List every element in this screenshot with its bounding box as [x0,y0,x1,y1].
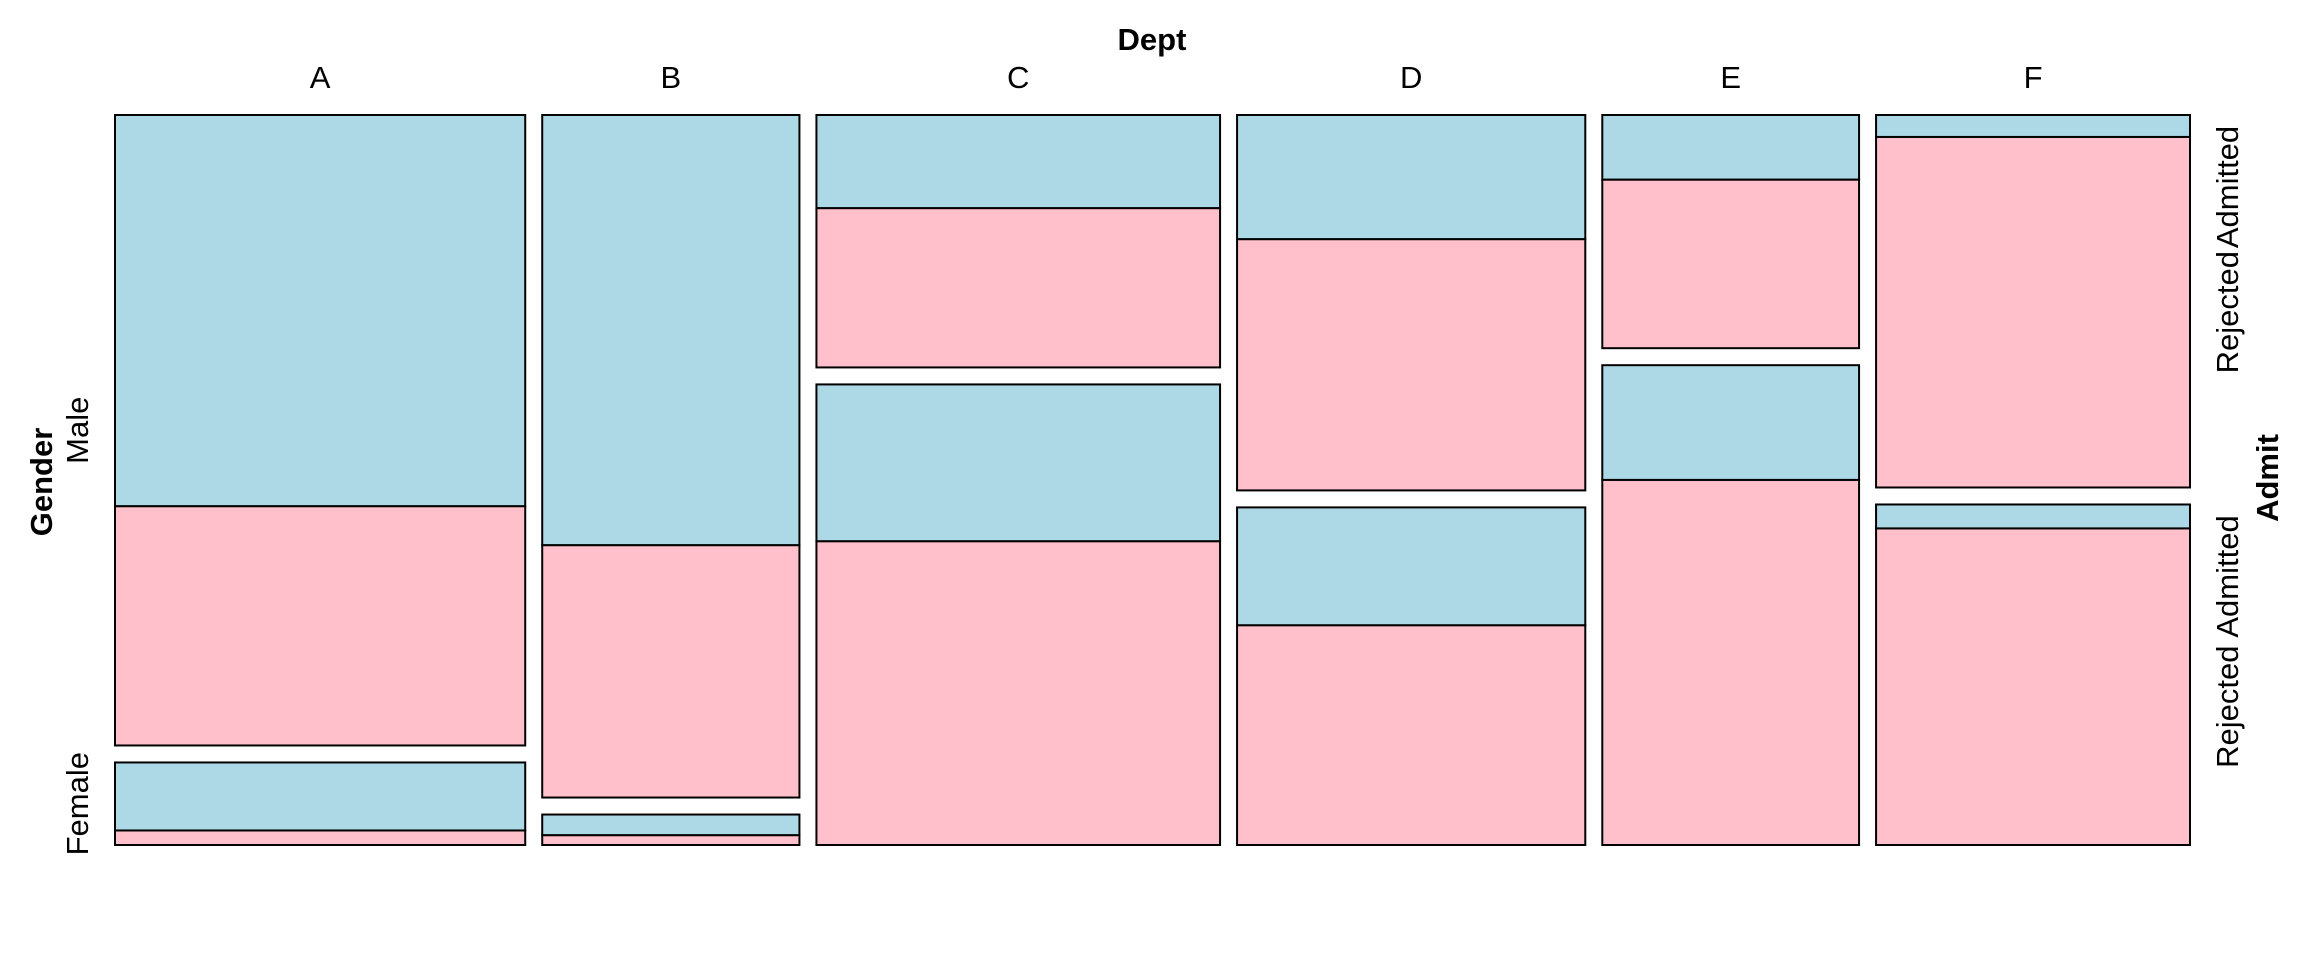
tile-A-female-rejected [114,829,527,846]
tile-E-female-rejected [1601,478,1861,846]
x-tick-A: A [310,60,331,95]
x-variable-label: Dept [1118,22,1187,57]
tile-E-male-rejected [1601,178,1861,350]
tile-B-female-admitted [541,813,801,837]
fill-tick-admitted-bottom: Admitted [2210,515,2245,637]
mosaic-tiles [114,114,2191,846]
tile-A-male-rejected [114,505,527,747]
x-tick-labels: A B C D E F [310,60,2043,95]
tile-C-male-rejected [815,207,1222,369]
tile-F-male-admitted [1875,114,2191,138]
tile-D-male-admitted [1236,114,1587,241]
tile-B-male-rejected [541,544,801,799]
fill-tick-admitted-top: Admitted [2210,126,2245,248]
x-tick-C: C [1007,60,1029,95]
x-tick-B: B [660,60,681,95]
tile-C-female-admitted [815,383,1222,543]
fill-tick-rejected-bottom: Rejected [2210,646,2245,768]
tile-B-male-admitted [541,114,801,547]
tile-C-female-rejected [815,540,1222,846]
tile-D-male-rejected [1236,238,1587,492]
tile-B-female-rejected [541,834,801,846]
tile-D-female-admitted [1236,506,1587,627]
tile-F-male-rejected [1875,135,2191,489]
fill-tick-rejected-top: Rejected [2210,251,2245,373]
y-tick-male: Male [60,397,95,464]
tile-F-female-admitted [1875,503,2191,530]
x-tick-E: E [1720,60,1741,95]
tile-E-male-admitted [1601,114,1861,181]
tile-E-female-admitted [1601,364,1861,481]
x-tick-D: D [1400,60,1422,95]
y-tick-female: Female [60,752,95,855]
tile-A-female-admitted [114,761,527,832]
tile-A-male-admitted [114,114,527,508]
tile-C-male-admitted [815,114,1222,210]
tile-F-female-rejected [1875,527,2191,846]
fill-variable-label: Admit [2250,434,2285,522]
tile-D-female-rejected [1236,624,1587,846]
y-variable-label: Gender [24,428,59,537]
y-tick-labels: Male Female [60,397,95,856]
x-tick-F: F [2024,60,2043,95]
